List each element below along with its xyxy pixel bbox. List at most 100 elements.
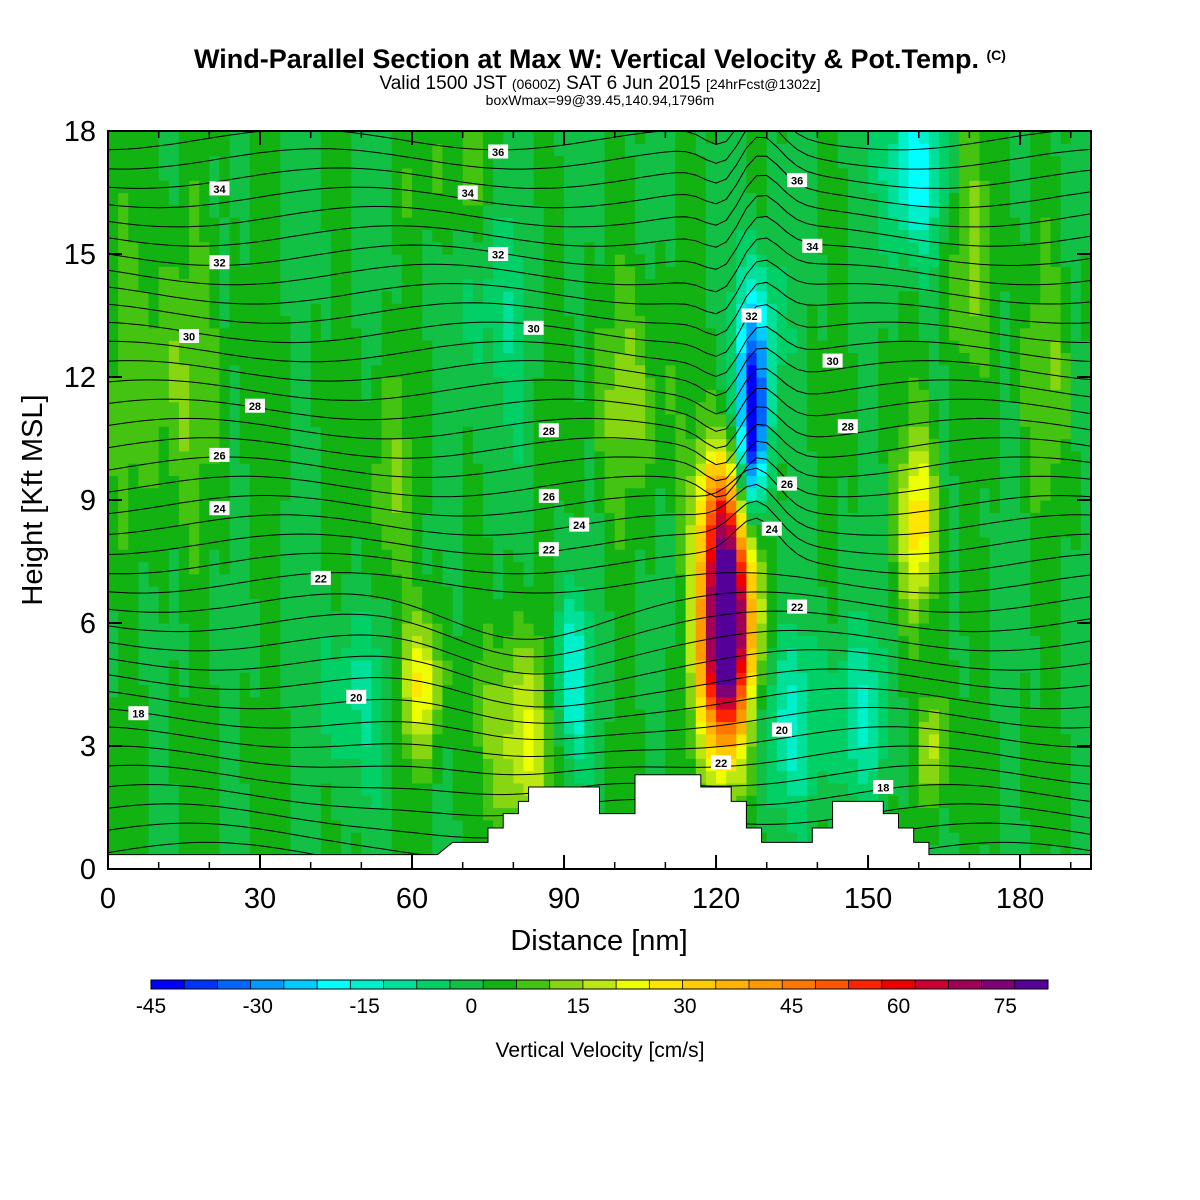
w-cell: [280, 401, 292, 415]
w-cell: [219, 524, 231, 538]
w-cell: [199, 770, 210, 784]
w-cell: [837, 721, 849, 735]
w-cell: [564, 672, 575, 686]
w-cell: [361, 290, 373, 304]
w-cell: [229, 573, 241, 587]
w-cell: [614, 733, 626, 747]
w-cell: [564, 549, 575, 563]
w-cell: [452, 709, 464, 722]
w-cell: [1009, 758, 1021, 772]
w-cell: [776, 561, 788, 575]
w-cell: [746, 573, 758, 587]
w-cell: [979, 413, 991, 427]
w-cell: [229, 229, 241, 243]
w-cell: [695, 463, 707, 476]
w-cell: [239, 672, 251, 686]
w-cell: [351, 340, 362, 353]
w-cell: [249, 500, 261, 513]
w-cell: [898, 254, 910, 267]
w-cell: [1030, 524, 1041, 538]
w-cell: [341, 746, 352, 759]
w-cell: [786, 254, 798, 267]
w-cell: [594, 426, 606, 440]
w-cell: [472, 807, 484, 821]
w-cell: [513, 266, 525, 280]
w-cell: [422, 758, 433, 772]
w-cell: [604, 586, 616, 599]
w-cell: [422, 475, 433, 489]
w-cell: [868, 327, 879, 341]
w-cell: [1030, 573, 1041, 587]
w-cell: [138, 770, 150, 784]
w-cell: [209, 524, 221, 538]
w-cell: [1070, 340, 1082, 353]
w-cell: [837, 327, 849, 341]
w-cell: [786, 586, 798, 599]
w-cell: [371, 782, 383, 796]
w-cell: [178, 487, 190, 501]
w-cell: [452, 819, 464, 833]
w-cell: [432, 475, 444, 489]
w-cell: [614, 266, 626, 280]
w-cell: [1009, 807, 1021, 821]
w-cell: [847, 746, 859, 759]
w-cell: [979, 586, 991, 599]
w-cell: [959, 315, 970, 329]
w-cell: [493, 450, 504, 464]
w-cell: [604, 709, 616, 722]
w-cell: [422, 782, 433, 796]
w-cell: [928, 549, 940, 563]
w-cell: [584, 426, 596, 440]
w-cell: [118, 549, 129, 563]
w-cell: [746, 659, 758, 673]
w-cell: [827, 733, 839, 747]
w-cell: [462, 475, 474, 489]
w-cell: [1080, 598, 1091, 612]
w-cell: [432, 672, 444, 686]
w-cell: [472, 438, 484, 452]
w-cell: [128, 500, 139, 513]
w-cell: [189, 463, 200, 476]
w-cell: [999, 782, 1011, 796]
w-cell: [1009, 364, 1021, 378]
w-cell: [868, 340, 879, 353]
w-cell: [634, 241, 646, 255]
w-cell: [1070, 832, 1082, 845]
w-cell: [472, 290, 484, 304]
w-cell: [503, 229, 514, 243]
w-cell: [938, 610, 950, 624]
w-cell: [665, 659, 677, 673]
w-cell: [442, 782, 454, 796]
w-cell: [949, 832, 960, 845]
w-cell: [239, 635, 251, 649]
w-cell: [361, 819, 373, 833]
w-cell: [786, 500, 798, 513]
w-cell: [1030, 807, 1041, 821]
w-cell: [128, 524, 139, 538]
w-cell: [574, 758, 585, 772]
w-cell: [381, 340, 393, 353]
w-cell: [807, 746, 818, 759]
w-cell: [128, 598, 139, 612]
w-cell: [108, 254, 119, 267]
w-cell: [381, 844, 393, 858]
w-cell: [574, 573, 585, 587]
w-cell: [229, 647, 241, 661]
w-cell: [665, 377, 677, 390]
w-cell: [260, 586, 271, 599]
w-cell: [979, 254, 991, 267]
w-cell: [168, 610, 180, 624]
w-cell: [1060, 610, 1072, 624]
w-cell: [219, 832, 231, 845]
w-cell: [1070, 844, 1082, 858]
w-cell: [726, 610, 737, 624]
w-cell: [462, 413, 474, 427]
w-cell: [178, 733, 190, 747]
w-cell: [868, 500, 879, 513]
w-cell: [300, 450, 312, 464]
w-cell: [817, 266, 829, 280]
w-cell: [351, 573, 362, 587]
w-cell: [1009, 586, 1021, 599]
w-cell: [766, 352, 778, 366]
w-cell: [898, 377, 910, 390]
